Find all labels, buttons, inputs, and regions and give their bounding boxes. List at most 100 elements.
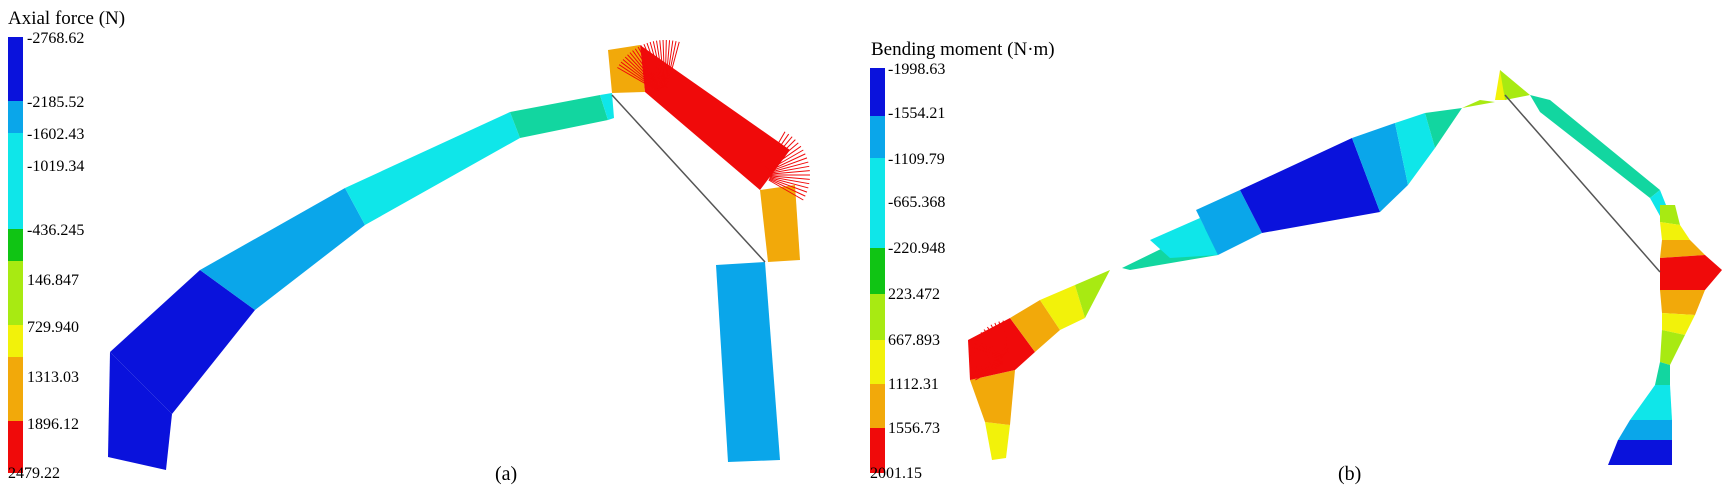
panel-a-legend: -2768.62 -2185.52 -1602.43 -1019.34 -436… — [8, 30, 84, 482]
legend-a-band-1 — [8, 37, 23, 101]
legend-a-tick-6: 146.847 — [27, 272, 79, 289]
panel-a-fan-line — [656, 40, 665, 88]
legend-a-tick-1: -2768.62 — [27, 30, 84, 47]
arch-a-segment-9 — [760, 185, 800, 262]
panel-a-fan-line — [766, 139, 796, 169]
panel-a-fan-line — [643, 43, 663, 88]
panel-a-fan-lines — [617, 40, 810, 201]
legend-a-band-2 — [8, 101, 23, 133]
panel-b-label: (b) — [1338, 463, 1361, 485]
arch-a-segment-10 — [716, 262, 780, 462]
panel-a-fan-line — [767, 145, 802, 170]
panel-b-fan-line — [1002, 320, 1010, 353]
panel-a: Axial force (N) -2768.62 -2185.52 -1602.… — [8, 8, 800, 485]
panel-a-fan-line — [769, 175, 810, 180]
panel-a-fan-line — [769, 161, 809, 173]
panel-a-fan-line — [665, 40, 674, 88]
moment-b-segment-4 — [1010, 300, 1060, 352]
legend-b-band-7 — [870, 384, 885, 428]
panel-a-fan-line — [646, 42, 663, 88]
panel-a-fan-line — [764, 131, 786, 167]
legend-b-band-8 — [870, 428, 885, 473]
moment-b-segment-25 — [1660, 330, 1685, 365]
panel-a-fan-line — [629, 52, 661, 90]
moment-b-segment-20 — [1660, 222, 1690, 240]
panel-b-fan-line — [994, 322, 1008, 353]
panel-b-fan-line — [980, 332, 1005, 355]
moment-b-segment-16 — [1500, 70, 1530, 100]
panel-a-fan-line — [768, 153, 806, 172]
panel-a-fan-line — [768, 149, 804, 171]
arch-a-segment-8 — [640, 45, 790, 190]
panel-a-fan-line — [666, 41, 677, 88]
panel-a-fan-line — [662, 40, 666, 88]
legend-b-tick-4: -665.368 — [888, 194, 945, 211]
panel-a-fan-line — [632, 50, 661, 89]
panel-a-fan-line — [769, 165, 810, 174]
moment-b-segment-8 — [1150, 218, 1218, 258]
moment-b-segment-22 — [1660, 255, 1722, 290]
panel-a-fan-line — [665, 40, 671, 88]
legend-b-tick-9: 1556.73 — [888, 420, 940, 437]
panel-a-fan-line — [765, 133, 790, 168]
legend-b-tick-8: 1112.31 — [888, 376, 939, 393]
legend-a-tick-9: 1896.12 — [27, 416, 79, 433]
legend-b-tick-1: -1998.63 — [888, 61, 945, 78]
panel-b-fan-line — [977, 335, 1004, 356]
legend-b-tick-2: -1554.21 — [888, 105, 945, 122]
moment-b-segment-24 — [1662, 313, 1695, 335]
moment-b-segment-6 — [1075, 270, 1110, 318]
panel-a-fan-line — [640, 45, 662, 89]
arch-a-segment-3 — [200, 188, 365, 310]
moment-b-segment-29 — [1608, 440, 1672, 465]
panel-b-fan-line — [970, 354, 1003, 360]
moment-b-segment-9 — [1196, 190, 1262, 255]
panel-a-fan-line — [769, 157, 808, 173]
legend-b-tick-6: 223.472 — [888, 286, 940, 303]
moment-b-segment-21 — [1660, 240, 1705, 258]
panel-a-fan-line — [769, 170, 810, 175]
panel-a-fan-line — [618, 64, 659, 92]
arch-a-segment-5 — [510, 95, 608, 138]
legend-b-tick-7: 667.893 — [888, 332, 940, 349]
legend-b-band-3 — [870, 158, 885, 248]
panel-b-fan-line — [975, 338, 1004, 357]
panel-a-label: (a) — [495, 463, 517, 485]
panel-a-fan-line — [768, 178, 806, 197]
panel-a-title: Axial force (N) — [8, 8, 125, 29]
panel-a-fan-line — [637, 46, 662, 89]
moment-b-segment-2 — [970, 370, 1015, 425]
panel-b-fan-line — [973, 342, 1003, 358]
panel-b-fan-line — [971, 361, 1003, 373]
panel-a-fan-line — [617, 67, 659, 92]
moment-b-segment-10 — [1240, 138, 1380, 233]
panel-a-fan-line — [769, 176, 810, 185]
moment-b-segment-17 — [1530, 95, 1660, 198]
panel-b-fan-line — [986, 326, 1006, 354]
tie-line-b — [1504, 94, 1661, 273]
panel-a-fan-line — [768, 179, 804, 201]
legend-a-tick-2: -2185.52 — [27, 94, 84, 111]
panel-a-fan-line — [622, 59, 660, 91]
moment-b-segment-28 — [1618, 420, 1672, 440]
arch-a-segment-6 — [600, 93, 614, 120]
moment-b-segment-11 — [1352, 123, 1408, 212]
moment-b-segment-26 — [1655, 362, 1670, 385]
legend-a-tick-10: 2479.22 — [8, 465, 60, 482]
panel-a-fan-line — [649, 41, 664, 88]
legend-b-band-5 — [870, 294, 885, 340]
legend-a-tick-4: -1019.34 — [27, 158, 84, 175]
moment-b-segment-19 — [1660, 205, 1680, 225]
panel-b-legend: -1998.63 -1554.21 -1109.79 -665.368 -220… — [870, 61, 945, 482]
panel-a-fan-line — [767, 142, 799, 169]
legend-a-band-6 — [8, 325, 23, 357]
panel-a-fan-line — [652, 41, 664, 88]
legend-b-band-2 — [870, 116, 885, 158]
panel-b-structure — [968, 70, 1722, 465]
panel-b-fan-lines — [969, 320, 1010, 381]
moment-b-segment-12 — [1395, 113, 1435, 185]
panel-a-fan-line — [627, 54, 660, 90]
legend-a-tick-3: -1602.43 — [27, 126, 84, 143]
legend-b-band-6 — [870, 340, 885, 384]
